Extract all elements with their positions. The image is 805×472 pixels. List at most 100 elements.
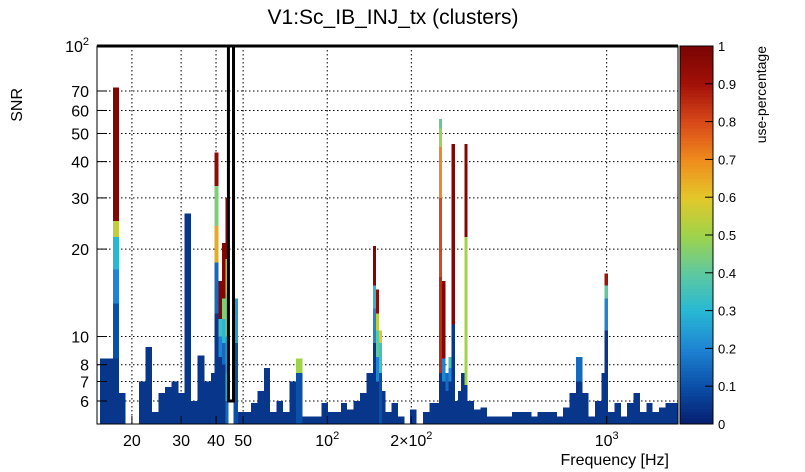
heatmap-cell-18-4 (222, 242, 226, 299)
colorbar-swatch-56 (680, 244, 713, 249)
heatmap-cell-19-4 (225, 258, 229, 295)
heatmap-cell-43-2 (375, 330, 380, 358)
heatmap-cell-61-2 (464, 143, 468, 238)
colorbar-swatch-55 (680, 247, 713, 252)
heatmap-cell-26-0 (270, 411, 277, 424)
heatmap-cell-53-4 (438, 128, 443, 147)
y-tick-label-3: 10 (71, 330, 89, 347)
colorbar-swatch-96 (680, 118, 713, 123)
heatmap-cell-21-0 (238, 411, 245, 424)
colorbar-swatch-92 (680, 131, 713, 135)
heatmap-cell-60-0 (461, 372, 465, 424)
heatmap-cell-44-2 (379, 330, 383, 344)
colorbar-swatch-119 (680, 46, 713, 50)
colorbar-swatch-101 (680, 102, 713, 107)
plot-area (97, 46, 678, 424)
colorbar-swatch-52 (680, 257, 713, 261)
colorbar-tick-label-0: 0 (718, 417, 725, 432)
heatmap-cell-55-1 (445, 372, 449, 391)
x-tick-label-0: 20 (123, 433, 141, 450)
colorbar-swatch-114 (680, 61, 713, 66)
colorbar-swatch-32 (680, 320, 713, 324)
colorbar-swatch-88 (680, 143, 713, 148)
colorbar-swatch-47 (680, 272, 713, 277)
colorbar-swatch-51 (680, 260, 713, 264)
colorbar-tick-label-8: 0.8 (718, 115, 736, 130)
heatmap-cell-83-0 (601, 372, 605, 424)
colorbar-swatch-76 (680, 181, 713, 186)
heatmap-cell-84-3 (604, 273, 609, 286)
colorbar-swatch-14 (680, 376, 713, 381)
y-tick-label-10: 102 (65, 36, 89, 56)
colorbar-swatch-42 (680, 288, 713, 293)
heatmap-cell-41-0 (366, 372, 373, 424)
colorbar-swatch-67 (680, 209, 713, 214)
colorbar-swatch-53 (680, 253, 713, 258)
colorbar-swatch-100 (680, 105, 713, 110)
heatmap-cell-61-1 (464, 237, 468, 386)
heatmap-cell-70-0 (518, 411, 525, 424)
colorbar-swatch-60 (680, 231, 713, 236)
heatmap-cell-50-0 (422, 411, 430, 424)
heatmap-cell-36-0 (334, 411, 341, 424)
heatmap-cell-59-0 (458, 390, 462, 424)
heatmap-cell-32-0 (308, 416, 316, 424)
heatmap-cell-25-0 (263, 367, 271, 424)
colorbar-swatch-77 (680, 178, 713, 183)
colorbar-swatch-37 (680, 304, 713, 309)
heatmap-cell-79-1 (575, 357, 583, 382)
colorbar-swatch-43 (680, 285, 713, 290)
heatmap-cell-65-0 (486, 416, 494, 424)
heatmap-cell-63-0 (474, 409, 481, 424)
heatmap-cell-62-0 (467, 400, 475, 424)
x-tick-label-3: 50 (234, 433, 252, 450)
x-tick-label-5: 2×102 (390, 430, 432, 450)
heatmap-cell-42-0 (372, 343, 376, 424)
heatmap-cell-19-2 (225, 336, 229, 373)
heatmap-cell-44-1 (379, 343, 383, 373)
heatmap-cell-72-0 (531, 416, 538, 424)
colorbar-swatch-116 (680, 55, 713, 60)
heatmap-cell-33-0 (315, 416, 322, 424)
colorbar-tick-label-9: 0.9 (718, 77, 736, 92)
heatmap-cell-9-0 (171, 381, 179, 424)
colorbar-label: use-percentage (753, 46, 769, 144)
plot-background (97, 46, 678, 424)
heatmap-cell-4-0 (138, 381, 146, 424)
heatmap-cell-18-1 (222, 343, 226, 365)
colorbar-swatch-39 (680, 298, 713, 302)
colorbar: 0 0.1 0.2 0.3 0.4 0.5 0.6 0.7 0.8 0.9 1 (679, 39, 736, 432)
heatmap-cell-37-0 (340, 403, 348, 424)
heatmap-cell-12-0 (191, 400, 198, 424)
heatmap-cell-2-1 (112, 303, 120, 359)
heatmap-cells (100, 87, 678, 424)
heatmap-cell-71-0 (524, 411, 532, 424)
heatmap-cell-91-0 (646, 403, 653, 424)
colorbar-swatch-118 (680, 49, 713, 53)
colorbar-swatch-57 (680, 241, 713, 246)
heatmap-cell-17-1 (218, 336, 223, 358)
y-tick-label-2: 8 (80, 358, 89, 375)
heatmap-cell-84-2 (604, 285, 609, 299)
heatmap-cell-40-0 (360, 392, 367, 424)
x-axis-label: Frequency [Hz] (561, 452, 669, 469)
heatmap-cell-24-0 (257, 390, 264, 424)
colorbar-swatch-22 (680, 351, 713, 356)
heatmap-cell-56-1 (448, 367, 452, 382)
heatmap-cell-44-0 (379, 372, 383, 424)
colorbar-swatch-28 (680, 332, 713, 337)
heatmap-cell-93-0 (659, 407, 666, 424)
colorbar-swatch-38 (680, 301, 713, 305)
colorbar-swatch-107 (680, 83, 713, 88)
colorbar-swatch-82 (680, 162, 713, 167)
heatmap-cell-43-4 (375, 289, 380, 314)
heatmap-cell-19-1 (225, 372, 229, 401)
y-tick-label-6: 40 (71, 155, 89, 172)
heatmap-cell-88-0 (627, 403, 634, 424)
colorbar-swatch-81 (680, 165, 713, 170)
heatmap-cell-52-0 (435, 403, 439, 424)
colorbar-swatch-111 (680, 71, 713, 75)
x-tick-label-1: 30 (172, 433, 190, 450)
heatmap-cell-48-0 (398, 416, 405, 424)
heatmap-cell-56-2 (448, 357, 452, 368)
